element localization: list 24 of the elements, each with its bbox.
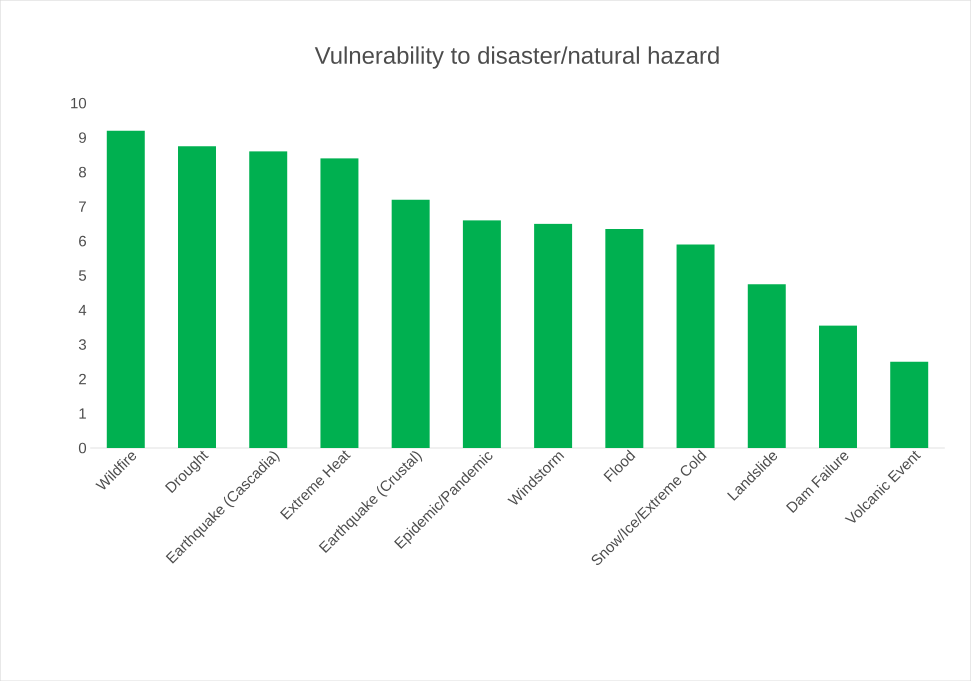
y-tick-label: 9 [79,132,86,143]
y-tick-label: 10 [71,98,86,108]
y-tick-label: 7 [79,201,86,212]
y-tick-label: 4 [78,304,86,316]
bar [676,244,715,448]
bar [320,158,358,448]
y-tick-label: 1 [79,408,86,419]
y-tick-label: 0 [78,442,86,454]
chart-title: Vulnerability to disaster/natural hazard [314,46,719,69]
bar [819,326,857,448]
y-tick-label: 2 [79,374,86,384]
bar [106,130,145,448]
bar [249,151,288,448]
y-tick-label: 6 [79,236,86,246]
y-tick-label: 8 [79,166,86,178]
bar [462,220,501,448]
bar [890,362,928,448]
bar [534,224,572,448]
y-tick-label: 5 [78,270,86,281]
bar [178,146,216,448]
bar [392,200,430,448]
bar [605,228,644,448]
y-tick-label: 3 [78,339,86,350]
bar [748,284,786,448]
